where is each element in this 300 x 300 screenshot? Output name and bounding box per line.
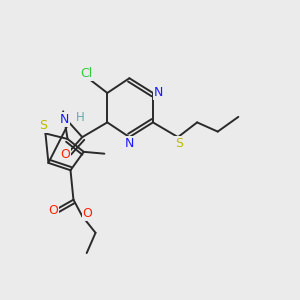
Text: S: S [176, 136, 183, 149]
Text: N: N [125, 137, 134, 150]
Text: S: S [39, 119, 47, 132]
Text: N: N [154, 86, 164, 100]
Text: N: N [60, 113, 69, 126]
Text: O: O [48, 204, 58, 217]
Text: Cl: Cl [81, 67, 93, 80]
Text: O: O [61, 148, 70, 161]
Text: H: H [76, 112, 85, 124]
Text: O: O [82, 207, 92, 220]
